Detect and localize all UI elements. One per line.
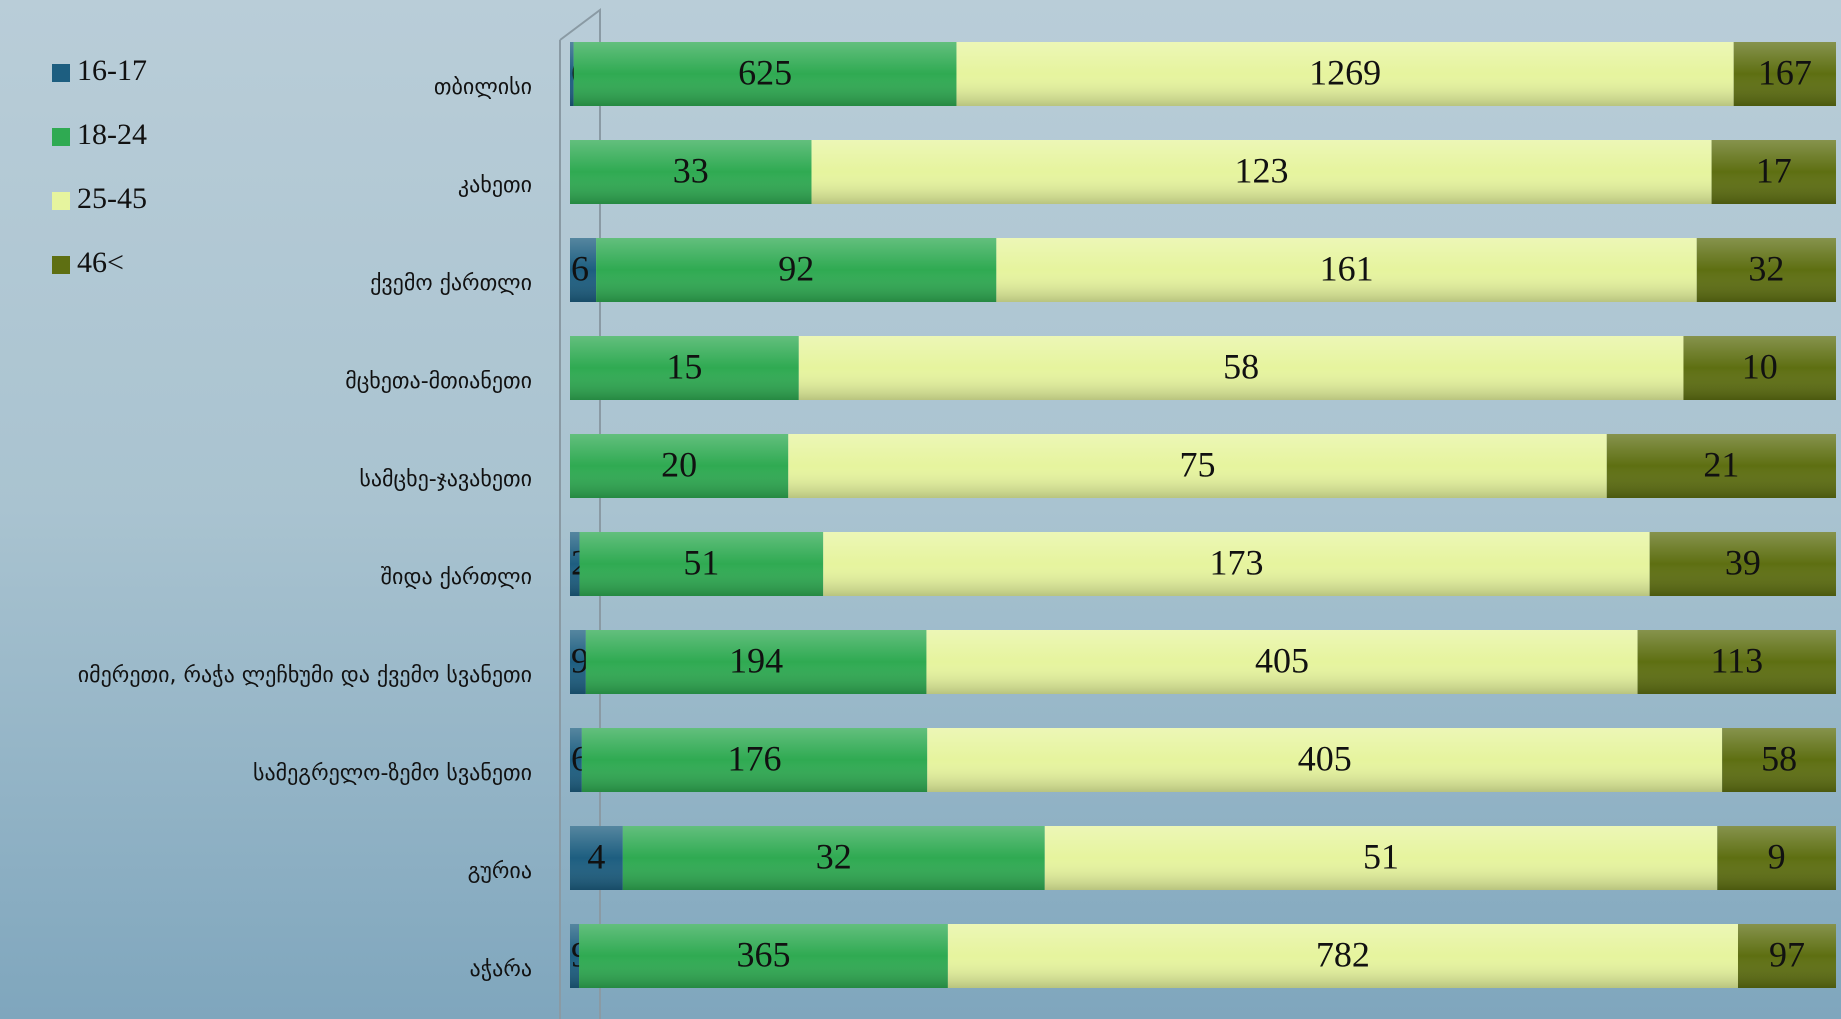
data-label: 625	[738, 52, 792, 92]
data-label: 15	[666, 346, 702, 386]
legend-label: 16-17	[77, 54, 147, 87]
data-label: 20	[661, 444, 697, 484]
legend-swatch	[52, 128, 70, 146]
data-label: 32	[1748, 248, 1784, 288]
category-label: სამცხე-ჯავახეთი	[359, 467, 532, 492]
category-label: სამეგრელო-ზემო სვანეთი	[253, 761, 532, 786]
legend-label: 18-24	[77, 118, 147, 151]
data-label: 161	[1320, 248, 1374, 288]
data-label: 58	[1223, 346, 1259, 386]
legend-swatch	[52, 256, 70, 274]
data-label: 123	[1235, 150, 1289, 190]
category-label: გურია	[468, 859, 532, 884]
data-label: 176	[728, 738, 782, 778]
data-label: 9	[1768, 836, 1786, 876]
legend-swatch	[52, 192, 70, 210]
data-label: 97	[1769, 934, 1805, 974]
category-label: შიდა ქართლი	[381, 565, 532, 590]
legend-swatch	[52, 64, 70, 82]
data-label: 173	[1209, 542, 1263, 582]
chart: 16-17 18-24 25-45 46< თბილისი 6 625 1269 167 კახე…	[0, 0, 1841, 1019]
data-label: 194	[729, 640, 783, 680]
data-label: 58	[1761, 738, 1797, 778]
data-label: 32	[816, 836, 852, 876]
category-label: იმერეთი, რაჭა ლეჩხუმი და ქვემო სვანეთი	[78, 663, 532, 688]
data-label: 167	[1758, 52, 1812, 92]
data-label: 75	[1180, 444, 1216, 484]
data-label: 21	[1703, 444, 1739, 484]
data-label: 405	[1255, 640, 1309, 680]
data-label: 405	[1298, 738, 1352, 778]
legend-label: 46<	[77, 246, 124, 279]
category-label: მცხეთა-მთიანეთი	[345, 369, 532, 394]
category-label: კახეთი	[458, 173, 532, 198]
category-label: აჭარა	[470, 957, 532, 982]
data-label: 365	[736, 934, 790, 974]
data-label: 33	[673, 150, 709, 190]
category-label: თბილისი	[434, 75, 532, 100]
legend-label: 25-45	[77, 182, 147, 215]
data-label: 39	[1725, 542, 1761, 582]
data-label: 6	[571, 248, 589, 288]
data-label: 4	[587, 836, 605, 876]
data-label: 51	[683, 542, 719, 582]
data-label: 17	[1756, 150, 1792, 190]
data-label: 782	[1316, 934, 1370, 974]
category-label: ქვემო ქართლი	[370, 271, 532, 296]
data-label: 10	[1742, 346, 1778, 386]
data-label: 92	[778, 248, 814, 288]
data-label: 51	[1363, 836, 1399, 876]
data-label: 1269	[1309, 52, 1381, 92]
data-label: 113	[1710, 640, 1763, 680]
